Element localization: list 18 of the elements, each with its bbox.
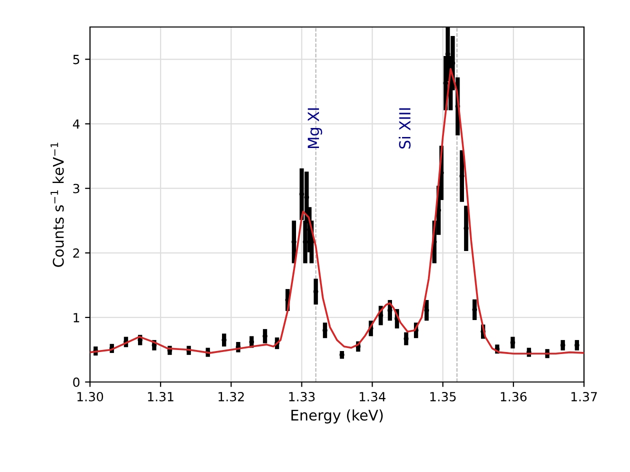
y-tick-label: 4: [72, 119, 80, 129]
annotation: Mg XI: [308, 108, 322, 148]
y-tick-label: 3: [73, 184, 80, 194]
x-axis-title: Energy (keV): [291, 409, 383, 424]
y-tick-label: 0: [73, 377, 80, 387]
x-tick-label: 1.35: [430, 392, 456, 402]
x-tick-label: 1.33: [289, 392, 315, 402]
annotation: Si XIII: [398, 108, 411, 149]
y-axis-title: Counts s$^{−1}$ keV$^{−1}$: [50, 142, 64, 267]
x-tick-label: 1.30: [77, 392, 104, 402]
x-tick-label: 1.31: [148, 392, 174, 402]
x-tick-label: 1.37: [571, 392, 597, 402]
x-tick-label: 1.36: [500, 392, 527, 402]
x-tick-label: 1.32: [218, 392, 244, 402]
y-tick-label: 1: [74, 313, 80, 322]
y-tick-label: 2: [73, 248, 80, 258]
y-tick-label: 5: [73, 54, 80, 64]
x-tick-label: 1.34: [360, 392, 386, 402]
